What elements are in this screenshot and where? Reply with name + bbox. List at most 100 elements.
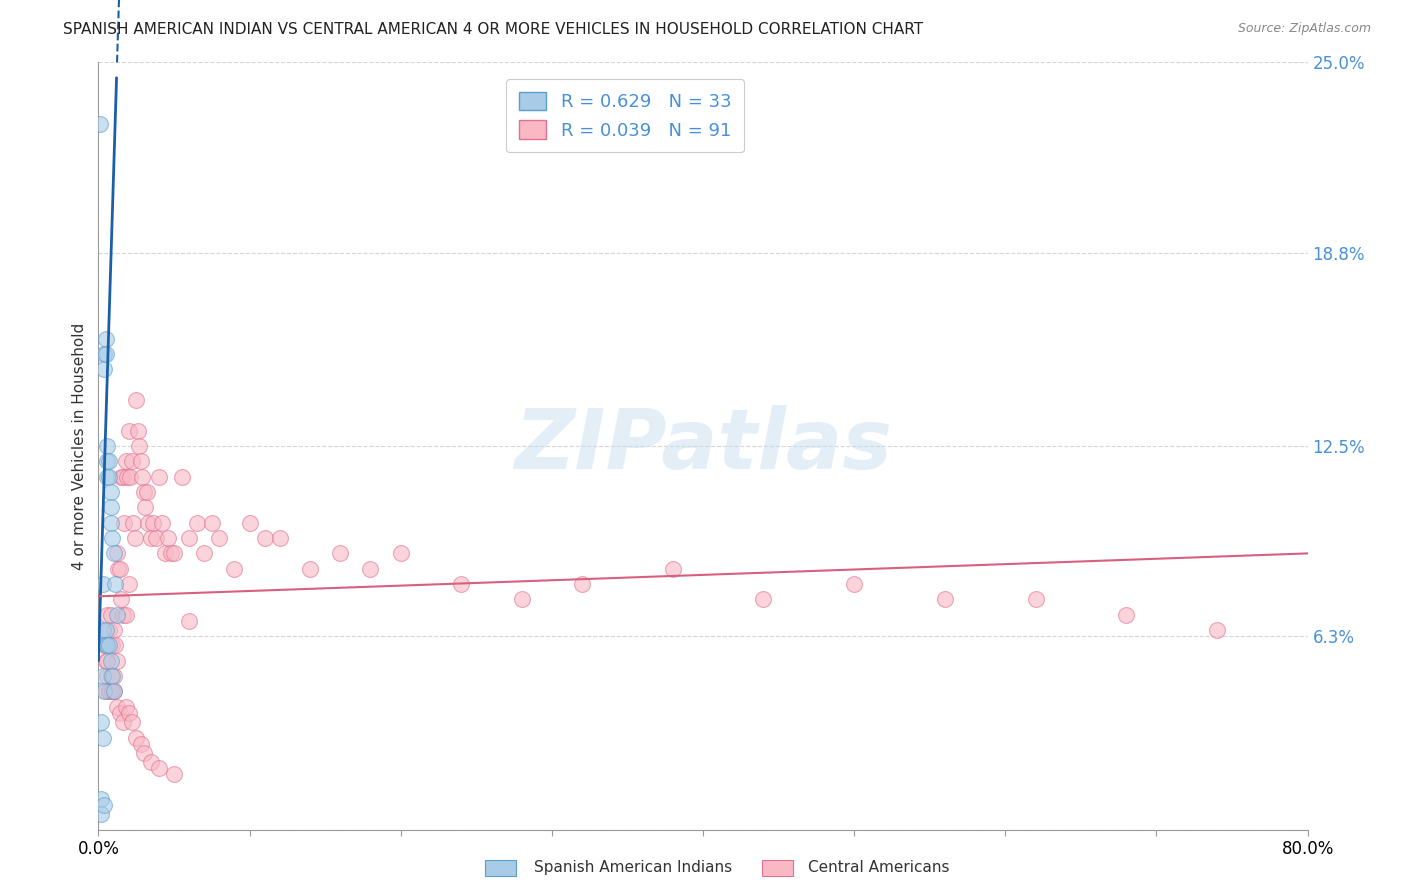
Point xyxy=(100,669,122,683)
Point xyxy=(101,639,124,653)
Point xyxy=(93,684,115,698)
Point xyxy=(104,639,127,653)
Point xyxy=(142,516,165,530)
Point xyxy=(91,623,114,637)
Point xyxy=(98,639,121,653)
Point xyxy=(105,699,128,714)
Point xyxy=(661,562,683,576)
Point xyxy=(118,424,141,438)
Point xyxy=(179,531,201,545)
Y-axis label: 4 or more Vehicles in Household: 4 or more Vehicles in Household xyxy=(72,322,87,570)
Point xyxy=(96,439,118,453)
Point xyxy=(114,607,136,622)
Point xyxy=(94,684,117,698)
Point xyxy=(94,332,117,346)
Point xyxy=(163,546,186,560)
Point xyxy=(844,577,866,591)
Point xyxy=(156,531,179,545)
Point xyxy=(98,623,121,637)
Text: ZIPatlas: ZIPatlas xyxy=(515,406,891,486)
Text: SPANISH AMERICAN INDIAN VS CENTRAL AMERICAN 4 OR MORE VEHICLES IN HOUSEHOLD CORR: SPANISH AMERICAN INDIAN VS CENTRAL AMERI… xyxy=(63,22,924,37)
Point xyxy=(94,347,117,361)
Point xyxy=(148,761,170,775)
Point xyxy=(160,546,183,560)
Point xyxy=(96,454,118,468)
Legend: R = 0.629   N = 33, R = 0.039   N = 91: R = 0.629 N = 33, R = 0.039 N = 91 xyxy=(506,79,744,153)
Point xyxy=(510,592,533,607)
Point xyxy=(1206,623,1229,637)
Point xyxy=(132,746,155,760)
Point xyxy=(201,516,224,530)
Point xyxy=(93,639,115,653)
Point xyxy=(1115,607,1137,622)
Point xyxy=(208,531,231,545)
Point xyxy=(100,516,122,530)
Point xyxy=(90,792,112,806)
Point xyxy=(148,469,170,483)
Point xyxy=(101,531,124,545)
Point xyxy=(269,531,291,545)
Point xyxy=(101,669,124,683)
Point xyxy=(132,485,155,500)
Point xyxy=(100,607,122,622)
Point xyxy=(105,654,128,668)
Point xyxy=(125,731,148,745)
Point xyxy=(107,562,129,576)
Point xyxy=(186,516,208,530)
Point xyxy=(103,623,125,637)
Point xyxy=(115,469,138,483)
Point xyxy=(104,577,127,591)
Point xyxy=(94,639,117,653)
Point xyxy=(239,516,262,530)
Point xyxy=(170,469,193,483)
Point xyxy=(129,737,152,751)
Point xyxy=(114,699,136,714)
Point xyxy=(91,669,114,683)
Point xyxy=(100,485,122,500)
Point xyxy=(120,469,142,483)
Point xyxy=(96,607,118,622)
Point xyxy=(145,531,167,545)
Point xyxy=(111,607,134,622)
Point xyxy=(150,516,173,530)
Point xyxy=(89,117,111,131)
Point xyxy=(752,592,775,607)
Point xyxy=(94,654,117,668)
Point xyxy=(389,546,412,560)
Point xyxy=(96,639,118,653)
Point xyxy=(153,546,176,560)
Point xyxy=(112,516,135,530)
Point xyxy=(91,577,114,591)
Point xyxy=(329,546,352,560)
Point xyxy=(114,454,136,468)
Point xyxy=(571,577,593,591)
Point xyxy=(96,669,118,683)
Point xyxy=(360,562,382,576)
Point xyxy=(136,516,159,530)
Point xyxy=(98,469,121,483)
Point xyxy=(118,706,141,720)
Point xyxy=(101,684,124,698)
Point xyxy=(103,669,125,683)
Point xyxy=(100,500,122,515)
Point xyxy=(124,531,146,545)
Text: Spanish American Indians: Spanish American Indians xyxy=(534,860,733,874)
Text: Source: ZipAtlas.com: Source: ZipAtlas.com xyxy=(1237,22,1371,36)
Point xyxy=(128,439,150,453)
Point xyxy=(98,684,121,698)
Point xyxy=(163,767,186,781)
Point xyxy=(135,485,157,500)
Point xyxy=(193,546,215,560)
Point xyxy=(91,731,114,745)
Point xyxy=(100,654,122,668)
Point xyxy=(111,715,134,730)
Point xyxy=(129,454,152,468)
Point xyxy=(103,684,125,698)
Point xyxy=(108,562,131,576)
Point xyxy=(111,469,134,483)
Point xyxy=(105,546,128,560)
Point xyxy=(122,516,145,530)
Point xyxy=(121,715,143,730)
Point xyxy=(108,706,131,720)
Point xyxy=(299,562,322,576)
